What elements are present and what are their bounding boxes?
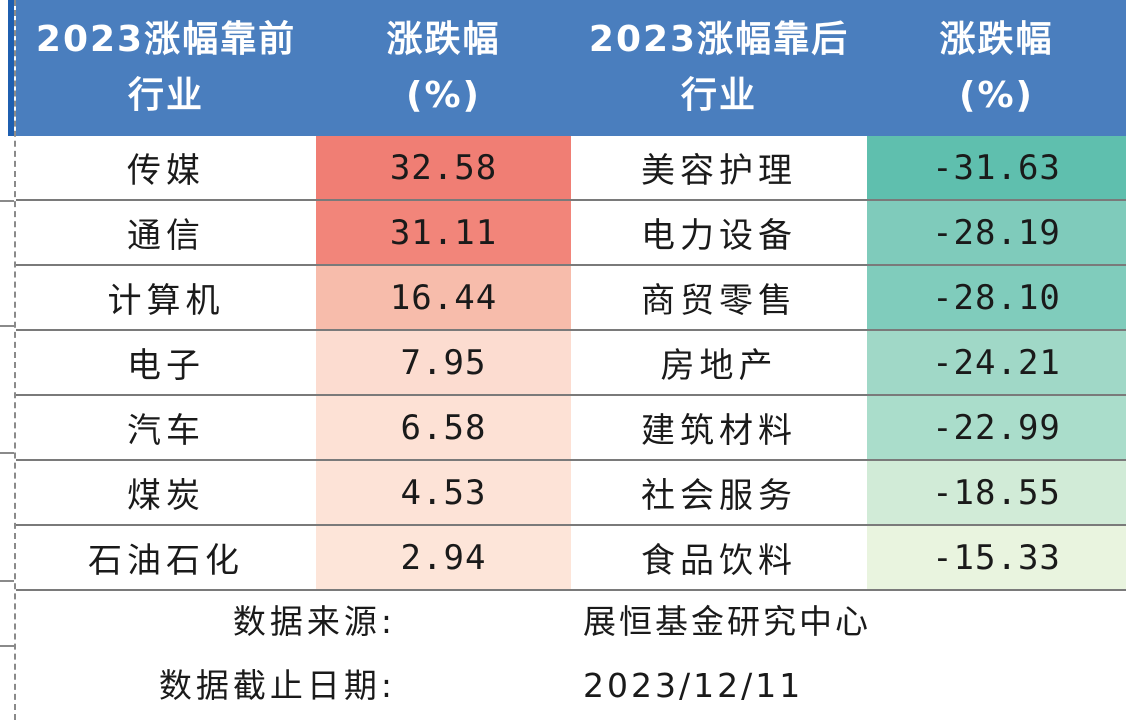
row-tick bbox=[0, 200, 14, 202]
row-tick bbox=[0, 645, 14, 647]
bottom-industry-cell: 食品饮料 bbox=[571, 525, 867, 591]
date-value: 2023/12/11 bbox=[583, 666, 804, 705]
table-row: 传媒 32.58 美容护理 -31.63 bbox=[16, 136, 1126, 201]
bottom-industry-cell: 社会服务 bbox=[571, 460, 867, 526]
row-tick bbox=[0, 580, 14, 582]
top-industry-cell: 石油石化 bbox=[16, 525, 316, 591]
table-row: 煤炭 4.53 社会服务 -18.55 bbox=[16, 460, 1126, 526]
bottom-change-cell: -24.21 bbox=[867, 330, 1126, 396]
table-row: 通信 31.11 电力设备 -28.19 bbox=[16, 200, 1126, 266]
bottom-change-cell: -15.33 bbox=[867, 525, 1126, 591]
top-industry-cell: 煤炭 bbox=[16, 460, 316, 526]
bottom-change-cell: -22.99 bbox=[867, 395, 1126, 461]
top-change-cell: 31.11 bbox=[316, 200, 571, 266]
date-label: 数据截止日期: bbox=[158, 666, 396, 705]
header-top-change: 涨跌幅 (%) bbox=[316, 0, 571, 136]
selection-accent-bar bbox=[8, 0, 14, 136]
top-industry-cell: 汽车 bbox=[16, 395, 316, 461]
left-dashed-border bbox=[0, 0, 16, 720]
industry-performance-table: 2023涨幅靠前 行业 涨跌幅 (%) 2023涨幅靠后 行业 涨跌幅 (%) bbox=[16, 0, 1126, 591]
date-row: 数据截止日期: 2023/12/11 bbox=[16, 656, 1126, 716]
header-bottom-industry: 2023涨幅靠后 行业 bbox=[571, 0, 867, 136]
header-row: 2023涨幅靠前 行业 涨跌幅 (%) 2023涨幅靠后 行业 涨跌幅 (%) bbox=[16, 0, 1126, 136]
header-bottom-change: 涨跌幅 (%) bbox=[867, 0, 1126, 136]
header-top-industry: 2023涨幅靠前 行业 bbox=[16, 0, 316, 136]
bottom-industry-cell: 建筑材料 bbox=[571, 395, 867, 461]
table-row: 汽车 6.58 建筑材料 -22.99 bbox=[16, 395, 1126, 461]
bottom-change-cell: -31.63 bbox=[867, 136, 1126, 201]
source-label: 数据来源: bbox=[232, 602, 396, 641]
bottom-change-cell: -18.55 bbox=[867, 460, 1126, 526]
top-change-cell: 4.53 bbox=[316, 460, 571, 526]
bottom-industry-cell: 电力设备 bbox=[571, 200, 867, 266]
top-change-cell: 32.58 bbox=[316, 136, 571, 201]
bottom-industry-cell: 房地产 bbox=[571, 330, 867, 396]
top-industry-cell: 通信 bbox=[16, 200, 316, 266]
bottom-change-cell: -28.10 bbox=[867, 265, 1126, 331]
table-row: 石油石化 2.94 食品饮料 -15.33 bbox=[16, 525, 1126, 591]
table-row: 电子 7.95 房地产 -24.21 bbox=[16, 330, 1126, 396]
top-industry-cell: 计算机 bbox=[16, 265, 316, 331]
top-industry-cell: 电子 bbox=[16, 330, 316, 396]
top-change-cell: 2.94 bbox=[316, 525, 571, 591]
bottom-change-cell: -28.19 bbox=[867, 200, 1126, 266]
top-change-cell: 6.58 bbox=[316, 395, 571, 461]
top-change-cell: 7.95 bbox=[316, 330, 571, 396]
table-row: 计算机 16.44 商贸零售 -28.10 bbox=[16, 265, 1126, 331]
source-row: 数据来源: 展恒基金研究中心 bbox=[16, 592, 1126, 652]
source-footer: 数据来源: 展恒基金研究中心 数据截止日期: 2023/12/11 bbox=[16, 584, 1126, 720]
source-value: 展恒基金研究中心 bbox=[583, 602, 871, 641]
bottom-industry-cell: 商贸零售 bbox=[571, 265, 867, 331]
bottom-industry-cell: 美容护理 bbox=[571, 136, 867, 201]
row-tick bbox=[0, 452, 14, 454]
row-tick bbox=[0, 325, 14, 327]
top-industry-cell: 传媒 bbox=[16, 136, 316, 201]
top-change-cell: 16.44 bbox=[316, 265, 571, 331]
